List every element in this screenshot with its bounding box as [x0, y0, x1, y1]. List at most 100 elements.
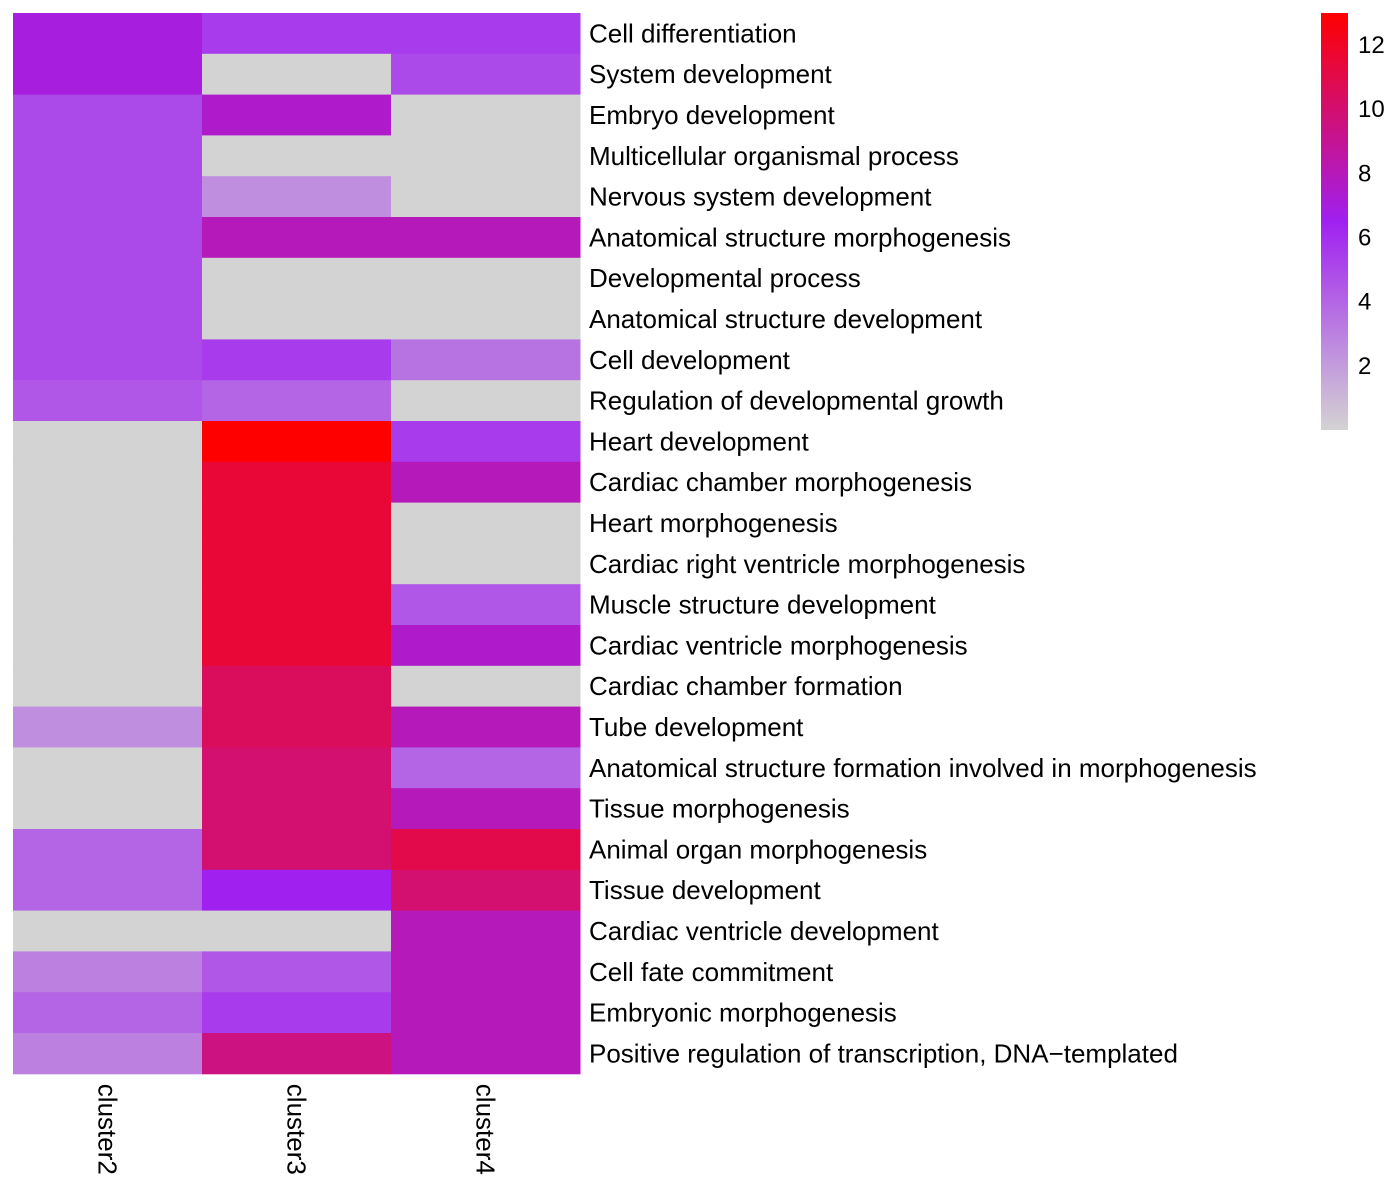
row-label: Anatomical structure morphogenesis — [589, 222, 1011, 252]
heatmap-cell — [391, 910, 581, 952]
legend-tick-label: 10 — [1358, 96, 1385, 123]
heatmap-cell — [13, 135, 203, 177]
row-label: Nervous system development — [589, 182, 932, 212]
row-label: System development — [589, 59, 833, 89]
row-label: Cardiac right ventricle morphogenesis — [589, 549, 1025, 579]
heatmap-cell — [13, 625, 203, 667]
heatmap-cell — [202, 94, 392, 136]
heatmap-cell — [391, 625, 581, 667]
row-label: Cell differentiation — [589, 18, 797, 48]
heatmap-cell — [13, 257, 203, 300]
heatmap-cell — [202, 380, 392, 422]
heatmap-cell — [13, 217, 203, 259]
heatmap-cell — [13, 176, 203, 218]
row-label: Anatomical structure development — [589, 304, 983, 334]
heatmap-cell — [202, 747, 392, 789]
heatmap-cell — [202, 257, 392, 300]
heatmap-cell — [391, 339, 581, 381]
legend-tick-label: 2 — [1358, 353, 1371, 380]
row-label: Tissue morphogenesis — [589, 794, 850, 824]
color-legend-ticks: 2 4 6 8 10 12 — [1358, 32, 1385, 380]
heatmap-cell — [202, 421, 392, 463]
row-label: Positive regulation of transcription, DN… — [589, 1038, 1178, 1068]
heatmap-cell — [13, 380, 203, 422]
heatmap-cell — [391, 992, 581, 1034]
heatmap-cell — [202, 13, 392, 55]
legend-tick-label: 4 — [1358, 289, 1371, 316]
heatmap-cell — [13, 706, 203, 748]
row-label: Tissue development — [589, 875, 821, 905]
row-label: Cardiac chamber formation — [589, 671, 903, 701]
row-label: Embryonic morphogenesis — [589, 998, 897, 1028]
heatmap-cell — [391, 706, 581, 748]
row-label: Regulation of developmental growth — [589, 386, 1004, 416]
heatmap-cell — [202, 788, 392, 830]
heatmap-cell — [202, 992, 392, 1034]
column-label: cluster3 — [282, 1084, 312, 1175]
heatmap-cell — [13, 829, 203, 871]
heatmap-cell — [391, 584, 581, 626]
row-labels: Cell differentiation System development Em… — [589, 18, 1257, 1068]
legend-tick-label: 8 — [1358, 160, 1371, 187]
heatmap-cell — [13, 1033, 203, 1075]
heatmap-cell — [13, 869, 203, 912]
heatmap-cell — [13, 543, 203, 585]
heatmap-cell — [202, 135, 392, 177]
heatmap-cell — [391, 461, 581, 504]
heatmap-cell — [391, 257, 581, 300]
heatmap-cell — [202, 665, 392, 708]
color-legend-bar — [1321, 13, 1348, 430]
heatmap-cell — [202, 461, 392, 504]
heatmap-cell — [202, 910, 392, 952]
legend-tick-label: 12 — [1358, 32, 1385, 59]
heatmap-cell — [13, 951, 203, 993]
heatmap-cell — [13, 421, 203, 463]
heatmap-cell — [202, 625, 392, 667]
row-label: Heart development — [589, 426, 809, 456]
heatmap-cell — [391, 380, 581, 422]
column-label: cluster2 — [93, 1084, 123, 1175]
heatmap-cell — [13, 910, 203, 952]
row-label: Cell development — [589, 345, 791, 375]
heatmap-cell — [391, 665, 581, 708]
heatmap-cell — [391, 176, 581, 218]
heatmap-cell — [391, 747, 581, 789]
heatmap-cell — [202, 543, 392, 585]
heatmap-cell — [391, 135, 581, 177]
heatmap-cell — [202, 869, 392, 912]
heatmap-cell — [391, 951, 581, 993]
row-label: Cell fate commitment — [589, 957, 834, 987]
heatmap-cell — [202, 829, 392, 871]
heatmap-cell — [202, 951, 392, 993]
heatmap-cell — [13, 339, 203, 381]
column-label: cluster4 — [471, 1084, 501, 1175]
heatmap-cell — [13, 584, 203, 626]
heatmap-cell — [202, 176, 392, 218]
heatmap-cell — [202, 584, 392, 626]
row-label: Cardiac ventricle development — [589, 916, 940, 946]
heatmap-cell — [202, 339, 392, 381]
heatmap-cell — [13, 992, 203, 1034]
row-label: Multicellular organismal process — [589, 141, 959, 171]
row-label: Developmental process — [589, 263, 861, 293]
heatmap-cell — [13, 502, 203, 544]
heatmap-cell — [13, 788, 203, 830]
heatmap-cell — [13, 53, 203, 96]
heatmap-cell — [391, 829, 581, 871]
heatmap-cell — [391, 1033, 581, 1075]
heatmap-cell — [13, 94, 203, 136]
heatmap-cell — [202, 217, 392, 259]
column-labels: cluster2 cluster3 cluster4 — [93, 1084, 501, 1175]
heatmap-cell — [391, 53, 581, 96]
heatmap-cell — [391, 543, 581, 585]
heatmap-cell — [391, 94, 581, 136]
heatmap-cell — [391, 298, 581, 340]
heatmap-cell — [202, 1033, 392, 1075]
heatmap-cell — [13, 665, 203, 708]
heatmap-cell — [391, 13, 581, 55]
row-label: Tube development — [589, 712, 804, 742]
color-legend: 2 4 6 8 10 12 — [1321, 13, 1385, 430]
heatmap-cell — [202, 706, 392, 748]
row-label: Cardiac chamber morphogenesis — [589, 467, 972, 497]
